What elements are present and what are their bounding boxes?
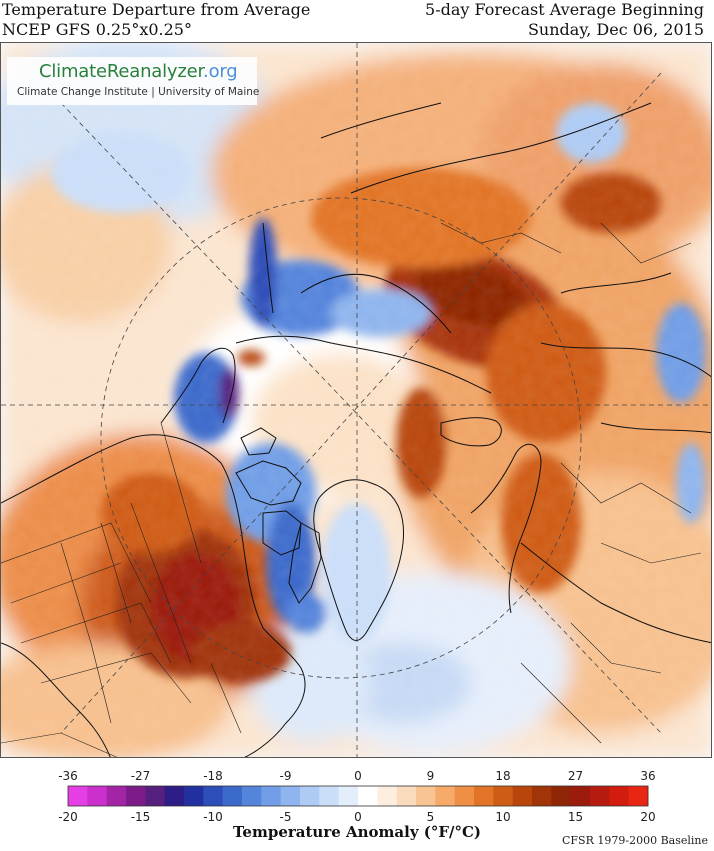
- baseline-note: CFSR 1979-2000 Baseline: [562, 834, 708, 847]
- map-title: Temperature Departure from Average: [2, 0, 311, 19]
- celsius-tick-label: 10: [495, 810, 510, 824]
- legend-swatch: [126, 786, 146, 806]
- legend-swatch: [628, 786, 649, 806]
- legend-swatch: [570, 786, 591, 806]
- legend-swatch: [435, 786, 456, 806]
- legend-swatch: [261, 786, 282, 806]
- legend-swatch: [242, 786, 262, 806]
- legend-swatch: [512, 786, 533, 806]
- celsius-tick-label: 0: [354, 810, 362, 824]
- forecast-title: 5-day Forecast Average Beginning: [425, 0, 704, 19]
- coastlines: [1, 102, 711, 757]
- celsius-tick-label: 5: [427, 810, 435, 824]
- legend-swatch: [106, 786, 127, 806]
- legend-swatch: [377, 786, 398, 806]
- logo-wordmark: ClimateReanalyzer.org: [39, 61, 238, 82]
- legend-title: Temperature Anomaly (°F/°C): [232, 823, 482, 841]
- legend-swatch: [358, 786, 378, 806]
- legend-swatch: [493, 786, 514, 806]
- legend-outline: [67, 785, 649, 807]
- legend-swatch: [203, 786, 224, 806]
- fahrenheit-tick-label: 27: [568, 769, 583, 783]
- texture-overlay: [1, 43, 711, 757]
- legend-swatch: [280, 786, 301, 806]
- legend-swatch: [145, 786, 166, 806]
- celsius-tick-label: 20: [640, 810, 655, 824]
- fahrenheit-tick-label: -9: [280, 769, 292, 783]
- celsius-tick-label: -20: [58, 810, 78, 824]
- legend-swatch: [300, 786, 320, 806]
- legend-swatch: [396, 786, 417, 806]
- celsius-tick-label: 15: [568, 810, 583, 824]
- legend-swatch: [416, 786, 436, 806]
- legend-swatch: [87, 786, 108, 806]
- climate-reanalyzer-logo[interactable]: ClimateReanalyzer.org Climate Change Ins…: [7, 57, 260, 105]
- legend-swatch: [222, 786, 243, 806]
- anomaly-map-canvas: [1, 43, 711, 757]
- legend-swatch: [338, 786, 359, 806]
- legend-swatch: [590, 786, 610, 806]
- celsius-tick-label: -15: [131, 810, 151, 824]
- legend-swatch: [164, 786, 185, 806]
- celsius-ticks: -20 -15 -10 -5 0 5 10 15 20: [58, 810, 655, 824]
- legend-swatch: [474, 786, 494, 806]
- celsius-tick-label: -5: [280, 810, 292, 824]
- fahrenheit-ticks: -36 -27 -18 -9 0 9 18 27 36: [58, 769, 655, 783]
- graticule: [1, 43, 711, 757]
- legend-swatch: [184, 786, 204, 806]
- legend-swatch: [454, 786, 475, 806]
- legend-colorbar: [67, 785, 649, 807]
- legend-swatch: [551, 786, 572, 806]
- logo-subtitle: Climate Change Institute | University of…: [17, 86, 260, 98]
- fahrenheit-tick-label: -27: [131, 769, 151, 783]
- political-boundaries: [1, 222, 702, 757]
- legend-swatch: [68, 786, 88, 806]
- anomaly-map: ClimateReanalyzer.org Climate Change Ins…: [0, 42, 712, 758]
- legend-swatch: [319, 786, 340, 806]
- legend-swatch: [532, 786, 552, 806]
- fahrenheit-tick-label: 9: [427, 769, 435, 783]
- model-subtitle: NCEP GFS 0.25°x0.25°: [2, 20, 192, 39]
- fahrenheit-tick-label: -18: [203, 769, 223, 783]
- fahrenheit-tick-label: -36: [58, 769, 78, 783]
- celsius-tick-label: -10: [203, 810, 223, 824]
- fahrenheit-tick-label: 36: [640, 769, 655, 783]
- fahrenheit-tick-label: 0: [354, 769, 362, 783]
- forecast-date: Sunday, Dec 06, 2015: [527, 20, 704, 39]
- fahrenheit-tick-label: 18: [495, 769, 510, 783]
- color-legend: -36 -27 -18 -9 0 9 18 27 36 -20 -15 -10 -5 0 5 10 15 20: [58, 769, 655, 824]
- legend-swatch: [609, 786, 630, 806]
